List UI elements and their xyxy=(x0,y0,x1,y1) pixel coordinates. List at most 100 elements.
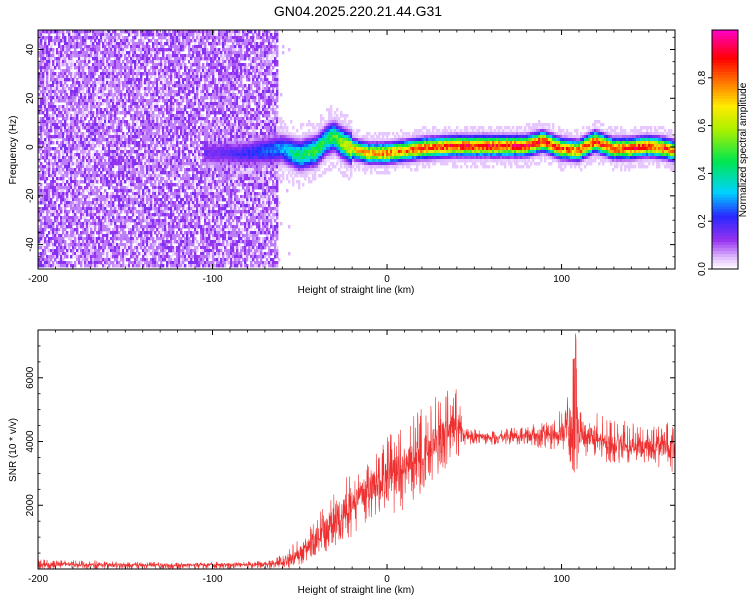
heatmap-cell xyxy=(72,156,75,160)
heatmap-cell xyxy=(148,174,151,178)
heatmap-cell xyxy=(62,117,65,121)
heatmap-cell xyxy=(174,117,177,121)
heatmap-cell xyxy=(150,102,153,106)
heatmap-cell xyxy=(136,201,139,205)
heatmap-cell xyxy=(80,45,83,49)
heatmap-cell xyxy=(54,255,57,259)
heatmap-cell xyxy=(142,231,145,235)
heatmap-cell xyxy=(74,186,77,190)
heatmap-cell xyxy=(40,225,43,229)
heatmap-cell xyxy=(68,30,71,34)
heatmap-cell xyxy=(108,219,111,223)
heatmap-cell xyxy=(150,234,153,238)
heatmap-cell xyxy=(66,99,69,103)
heatmap-cell xyxy=(108,186,111,190)
heatmap-cell xyxy=(82,231,85,235)
heatmap-cell xyxy=(134,111,137,115)
heatmap-cell xyxy=(134,60,137,64)
heatmap-cell xyxy=(156,192,159,196)
heatmap-cell xyxy=(156,114,159,118)
heatmap-cell xyxy=(40,96,43,100)
heatmap-cell xyxy=(146,231,149,235)
heatmap-cell xyxy=(184,117,187,121)
heatmap-cell xyxy=(86,78,89,82)
heatmap-cell xyxy=(82,102,85,106)
heatmap-cell xyxy=(84,42,87,46)
heatmap-cell xyxy=(122,162,125,166)
heatmap-cell xyxy=(74,63,77,67)
heatmap-cell xyxy=(190,99,193,103)
heatmap-cell xyxy=(72,216,75,220)
heatmap-cell xyxy=(140,234,143,238)
heatmap-cell xyxy=(182,222,185,226)
heatmap-cell xyxy=(100,75,103,79)
heatmap-cell xyxy=(178,123,181,127)
heatmap-cell xyxy=(170,228,173,232)
heatmap-cell xyxy=(88,48,91,52)
heatmap-cell xyxy=(110,246,113,250)
heatmap-cell xyxy=(104,51,107,55)
heatmap-cell xyxy=(116,216,119,220)
heatmap-cell xyxy=(122,171,125,175)
heatmap-cell xyxy=(126,159,129,163)
heatmap-cell xyxy=(148,225,151,229)
heatmap-cell xyxy=(138,48,141,52)
heatmap-cell xyxy=(160,42,163,46)
heatmap-cell xyxy=(190,240,193,244)
heatmap-cell xyxy=(110,81,113,85)
heatmap-cell xyxy=(188,93,191,97)
heatmap-cell xyxy=(106,261,109,265)
heatmap-cell xyxy=(144,102,147,106)
heatmap-cell xyxy=(184,180,187,184)
heatmap-cell xyxy=(56,123,59,127)
heatmap-cell xyxy=(176,99,179,103)
heatmap-cell xyxy=(182,153,185,157)
heatmap-cell xyxy=(190,150,193,154)
heatmap-cell xyxy=(152,204,155,208)
heatmap-cell xyxy=(158,198,161,202)
heatmap-cell xyxy=(196,75,199,79)
heatmap-cell xyxy=(116,111,119,115)
heatmap-cell xyxy=(70,243,73,247)
heatmap-cell xyxy=(76,201,79,205)
heatmap-cell xyxy=(116,123,119,127)
heatmap-cell xyxy=(100,66,103,70)
heatmap-cell xyxy=(76,69,79,73)
heatmap-cell xyxy=(100,81,103,85)
heatmap-cell xyxy=(156,33,159,37)
heatmap-cell xyxy=(170,138,173,142)
heatmap-cell xyxy=(46,168,49,172)
heatmap-cell xyxy=(50,36,53,40)
heatmap-cell xyxy=(144,78,147,82)
heatmap-cell xyxy=(194,192,197,196)
heatmap-cell xyxy=(98,243,101,247)
heatmap-cell xyxy=(112,78,115,82)
heatmap-cell xyxy=(158,57,161,61)
heatmap-cell xyxy=(82,72,85,76)
heatmap-cell xyxy=(38,201,41,205)
heatmap-cell xyxy=(114,45,117,49)
heatmap-cell xyxy=(52,108,55,112)
heatmap-cell xyxy=(74,51,77,55)
heatmap-cell xyxy=(96,45,99,49)
heatmap-cell xyxy=(42,123,45,127)
heatmap-cell xyxy=(186,159,189,163)
heatmap-cell xyxy=(160,261,163,265)
heatmap-cell xyxy=(46,150,49,154)
heatmap-cell xyxy=(94,45,97,49)
heatmap-cell xyxy=(68,33,71,37)
heatmap-cell xyxy=(54,72,57,76)
heatmap-cell xyxy=(160,177,163,181)
heatmap-cell xyxy=(92,54,95,58)
heatmap-cell xyxy=(178,174,181,178)
heatmap-cell xyxy=(154,249,157,253)
heatmap-cell xyxy=(126,207,129,211)
heatmap-cell xyxy=(80,159,83,163)
heatmap-cell xyxy=(146,132,149,136)
heatmap-cell xyxy=(44,66,47,70)
heatmap-cell xyxy=(152,243,155,247)
heatmap-cell xyxy=(166,120,169,124)
heatmap-cell xyxy=(86,63,89,67)
heatmap-cell xyxy=(106,144,109,148)
heatmap-cell xyxy=(112,99,115,103)
